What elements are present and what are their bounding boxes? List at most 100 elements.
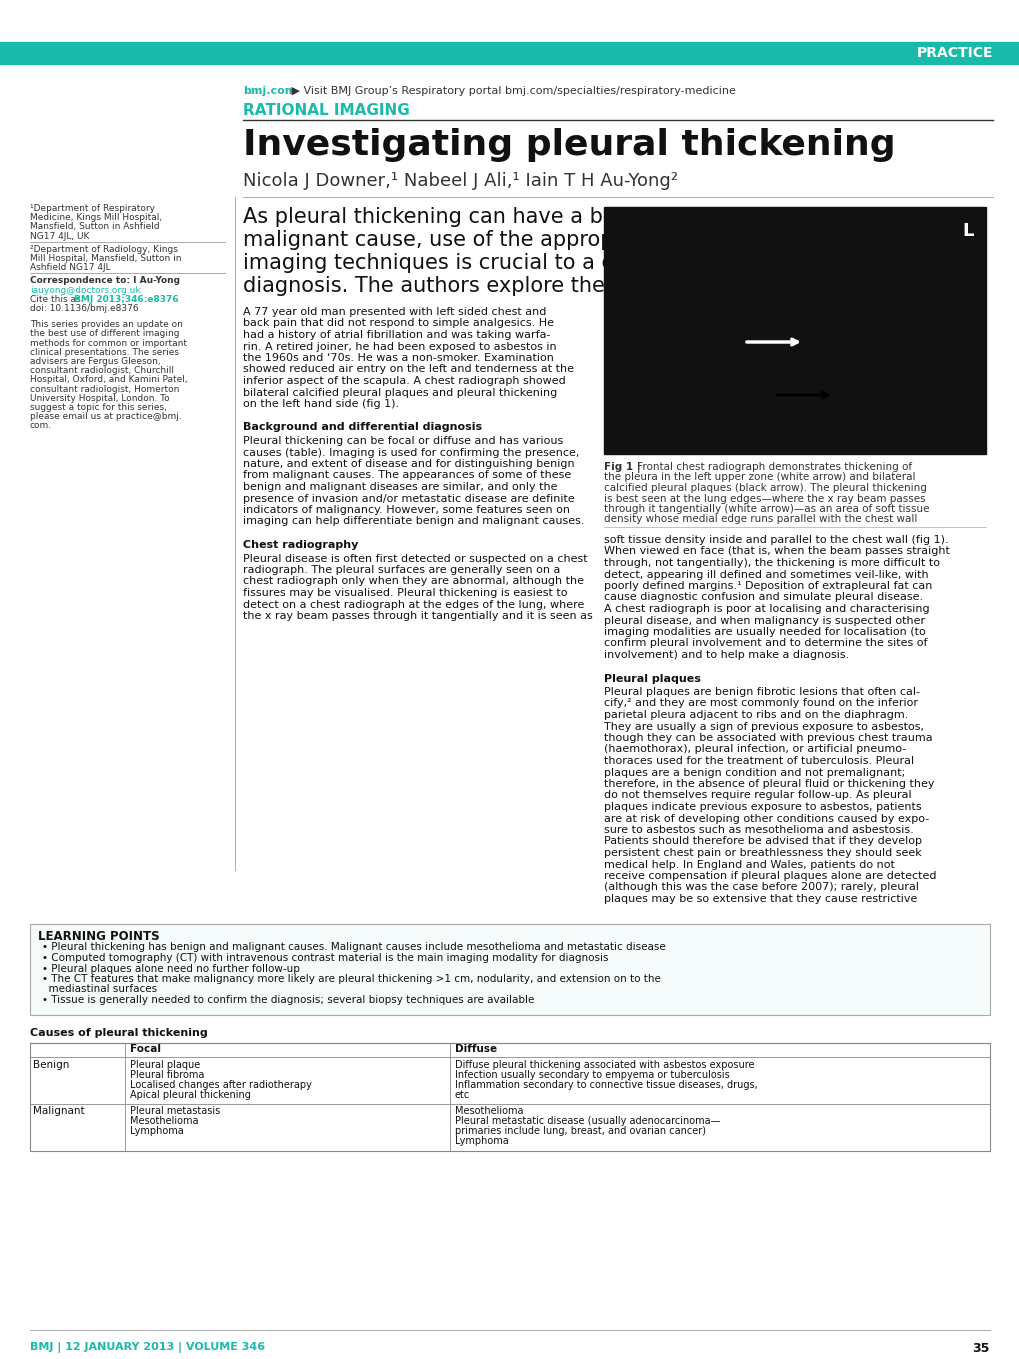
- Text: cify,² and they are most commonly found on the inferior: cify,² and they are most commonly found …: [603, 699, 917, 708]
- Bar: [0, 42, 1019, 64]
- Text: Diffuse pleural thickening associated with asbestos exposure: Diffuse pleural thickening associated wi…: [454, 1060, 754, 1070]
- Text: please email us at practice@bmj.: please email us at practice@bmj.: [30, 412, 181, 421]
- Text: BMJ 2013;346:e8376: BMJ 2013;346:e8376: [74, 295, 178, 304]
- Text: This series provides an update on: This series provides an update on: [30, 321, 182, 329]
- Text: plaques may be so extensive that they cause restrictive: plaques may be so extensive that they ca…: [603, 894, 916, 904]
- Text: nature, and extent of disease and for distinguishing benign: nature, and extent of disease and for di…: [243, 459, 574, 469]
- Text: Inflammation secondary to connective tissue diseases, drugs,: Inflammation secondary to connective tis…: [454, 1079, 757, 1090]
- Text: Pleural thickening can be focal or diffuse and has various: Pleural thickening can be focal or diffu…: [243, 436, 562, 446]
- Text: are at risk of developing other conditions caused by expo-: are at risk of developing other conditio…: [603, 814, 928, 824]
- Text: Cite this as:: Cite this as:: [30, 295, 87, 304]
- Text: (although this was the case before 2007); rarely, pleural: (although this was the case before 2007)…: [603, 882, 918, 893]
- Text: Pleural plaques: Pleural plaques: [603, 674, 700, 684]
- Text: radiograph. The pleural surfaces are generally seen on a: radiograph. The pleural surfaces are gen…: [243, 565, 559, 575]
- Text: 35: 35: [972, 1341, 989, 1355]
- Text: mediastinal surfaces: mediastinal surfaces: [42, 984, 157, 995]
- Text: • Pleural thickening has benign and malignant causes. Malignant causes include m: • Pleural thickening has benign and mali…: [42, 943, 665, 953]
- Text: detect on a chest radiograph at the edges of the lung, where: detect on a chest radiograph at the edge…: [243, 599, 584, 609]
- Text: • Pleural plaques alone need no further follow-up: • Pleural plaques alone need no further …: [42, 964, 300, 973]
- Bar: [603, 207, 985, 454]
- Text: RATIONAL IMAGING: RATIONAL IMAGING: [243, 103, 410, 118]
- Text: When viewed en face (that is, when the beam passes straight: When viewed en face (that is, when the b…: [603, 546, 949, 556]
- Text: Pleural metastatic disease (usually adenocarcinoma—: Pleural metastatic disease (usually aden…: [454, 1117, 719, 1127]
- Bar: [30, 924, 989, 1015]
- Text: • The CT features that make malignancy more likely are pleural thickening >1 cm,: • The CT features that make malignancy m…: [42, 974, 660, 984]
- Text: iauyong@doctors.org.uk: iauyong@doctors.org.uk: [30, 285, 141, 295]
- Text: Background and differential diagnosis: Background and differential diagnosis: [243, 423, 482, 432]
- Text: involvement) and to help make a diagnosis.: involvement) and to help make a diagnosi…: [603, 650, 849, 660]
- Text: Lymphoma: Lymphoma: [129, 1127, 183, 1136]
- Text: pleural disease, and when malignancy is suspected other: pleural disease, and when malignancy is …: [603, 616, 924, 625]
- Text: detect, appearing ill defined and sometimes veil-like, with: detect, appearing ill defined and someti…: [603, 569, 927, 579]
- Text: methods for common or important: methods for common or important: [30, 338, 186, 348]
- Text: A 77 year old man presented with left sided chest and: A 77 year old man presented with left si…: [243, 307, 546, 317]
- Text: imaging techniques is crucial to a correct: imaging techniques is crucial to a corre…: [243, 253, 674, 273]
- Text: parietal pleura adjacent to ribs and on the diaphragm.: parietal pleura adjacent to ribs and on …: [603, 709, 908, 720]
- Text: the pleura in the left upper zone (white arrow) and bilateral: the pleura in the left upper zone (white…: [603, 473, 915, 482]
- Text: poorly defined margins.¹ Deposition of extrapleural fat can: poorly defined margins.¹ Deposition of e…: [603, 582, 931, 591]
- Text: Pleural metastasis: Pleural metastasis: [129, 1106, 220, 1117]
- Text: clinical presentations. The series: clinical presentations. The series: [30, 348, 178, 357]
- Text: receive compensation if pleural plaques alone are detected: receive compensation if pleural plaques …: [603, 871, 935, 881]
- Text: diagnosis. The authors explore the options: diagnosis. The authors explore the optio…: [243, 276, 688, 296]
- Text: PRACTICE: PRACTICE: [916, 46, 993, 60]
- Text: A chest radiograph is poor at localising and characterising: A chest radiograph is poor at localising…: [603, 603, 928, 614]
- Text: Hospital, Oxford, and Kamini Patel,: Hospital, Oxford, and Kamini Patel,: [30, 375, 187, 385]
- Text: LEARNING POINTS: LEARNING POINTS: [38, 930, 159, 943]
- Text: Apical pleural thickening: Apical pleural thickening: [129, 1090, 251, 1099]
- Text: Malignant: Malignant: [33, 1106, 85, 1117]
- Text: University Hospital, London. To: University Hospital, London. To: [30, 394, 169, 402]
- Text: L: L: [961, 222, 973, 241]
- Text: bmj.com: bmj.com: [243, 86, 296, 96]
- Text: imaging can help differentiate benign and malignant causes.: imaging can help differentiate benign an…: [243, 516, 584, 526]
- Text: Causes of pleural thickening: Causes of pleural thickening: [30, 1029, 208, 1038]
- Text: Patients should therefore be advised that if they develop: Patients should therefore be advised tha…: [603, 837, 921, 847]
- Text: thoraces used for the treatment of tuberculosis. Pleural: thoraces used for the treatment of tuber…: [603, 756, 913, 766]
- Text: Pleural plaques are benign fibrotic lesions that often cal-: Pleural plaques are benign fibrotic lesi…: [603, 688, 919, 697]
- Text: Diffuse: Diffuse: [454, 1045, 496, 1055]
- Text: ²Department of Radiology, Kings: ²Department of Radiology, Kings: [30, 245, 177, 254]
- Text: primaries include lung, breast, and ovarian cancer): primaries include lung, breast, and ovar…: [454, 1127, 705, 1136]
- Text: Mansfield, Sutton in Ashfield: Mansfield, Sutton in Ashfield: [30, 223, 159, 231]
- Text: imaging modalities are usually needed for localisation (to: imaging modalities are usually needed fo…: [603, 626, 925, 637]
- Text: doi: 10.1136/bmj.e8376: doi: 10.1136/bmj.e8376: [30, 304, 139, 313]
- Text: density whose medial edge runs parallel with the chest wall: density whose medial edge runs parallel …: [603, 515, 916, 525]
- Text: malignant cause, use of the appropriate: malignant cause, use of the appropriate: [243, 230, 661, 250]
- Text: indicators of malignancy. However, some features seen on: indicators of malignancy. However, some …: [243, 506, 570, 515]
- Text: plaques are a benign condition and not premalignant;: plaques are a benign condition and not p…: [603, 768, 905, 777]
- Text: showed reduced air entry on the left and tenderness at the: showed reduced air entry on the left and…: [243, 364, 574, 375]
- Text: They are usually a sign of previous exposure to asbestos,: They are usually a sign of previous expo…: [603, 722, 923, 731]
- Text: plaques indicate previous exposure to asbestos, patients: plaques indicate previous exposure to as…: [603, 802, 921, 811]
- Text: Pleural disease is often first detected or suspected on a chest: Pleural disease is often first detected …: [243, 553, 587, 564]
- Text: inferior aspect of the scapula. A chest radiograph showed: inferior aspect of the scapula. A chest …: [243, 376, 566, 386]
- Text: Correspondence to: I Au-Yong: Correspondence to: I Au-Yong: [30, 276, 179, 285]
- Text: NG17 4JL, UK: NG17 4JL, UK: [30, 231, 90, 241]
- Text: Pleural plaque: Pleural plaque: [129, 1060, 200, 1070]
- Text: (haemothorax), pleural infection, or artificial pneumo-: (haemothorax), pleural infection, or art…: [603, 745, 905, 754]
- Text: cause diagnostic confusion and simulate pleural disease.: cause diagnostic confusion and simulate …: [603, 593, 922, 602]
- Text: Lymphoma: Lymphoma: [454, 1136, 508, 1147]
- Text: Mesothelioma: Mesothelioma: [454, 1106, 523, 1117]
- Text: is best seen at the lung edges—where the x ray beam passes: is best seen at the lung edges—where the…: [603, 493, 924, 503]
- Text: Pleural fibroma: Pleural fibroma: [129, 1070, 204, 1079]
- Text: causes (table). Imaging is used for confirming the presence,: causes (table). Imaging is used for conf…: [243, 447, 579, 458]
- Text: Benign: Benign: [33, 1060, 69, 1070]
- Text: medical help. In England and Wales, patients do not: medical help. In England and Wales, pati…: [603, 859, 894, 870]
- Bar: [30, 1042, 989, 1151]
- Text: etc: etc: [454, 1090, 470, 1099]
- Text: presence of invasion and/or metastatic disease are definite: presence of invasion and/or metastatic d…: [243, 493, 574, 503]
- Text: persistent chest pain or breathlessness they should seek: persistent chest pain or breathlessness …: [603, 848, 921, 858]
- Text: Frontal chest radiograph demonstrates thickening of: Frontal chest radiograph demonstrates th…: [634, 462, 911, 472]
- Text: the best use of different imaging: the best use of different imaging: [30, 329, 179, 338]
- Text: ¹Department of Respiratory: ¹Department of Respiratory: [30, 204, 155, 213]
- Text: sure to asbestos such as mesothelioma and asbestosis.: sure to asbestos such as mesothelioma an…: [603, 825, 913, 834]
- Text: rin. A retired joiner, he had been exposed to asbestos in: rin. A retired joiner, he had been expos…: [243, 341, 556, 352]
- Text: soft tissue density inside and parallel to the chest wall (fig 1).: soft tissue density inside and parallel …: [603, 535, 948, 545]
- Text: Fig 1 |: Fig 1 |: [603, 462, 640, 473]
- Text: BMJ | 12 JANUARY 2013 | VOLUME 346: BMJ | 12 JANUARY 2013 | VOLUME 346: [30, 1341, 265, 1354]
- Text: the 1960s and ‘70s. He was a non-smoker. Examination: the 1960s and ‘70s. He was a non-smoker.…: [243, 353, 553, 363]
- Text: consultant radiologist, Churchill: consultant radiologist, Churchill: [30, 366, 174, 375]
- Text: Ashfield NG17 4JL: Ashfield NG17 4JL: [30, 264, 110, 272]
- Text: Mesothelioma: Mesothelioma: [129, 1117, 199, 1127]
- Text: As pleural thickening can have a benign or: As pleural thickening can have a benign …: [243, 207, 689, 227]
